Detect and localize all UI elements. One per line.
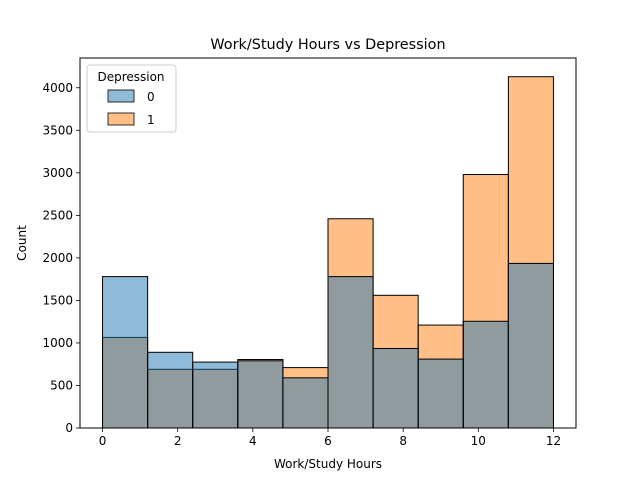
y-tick-label: 0 [65, 421, 73, 435]
x-tick-label: 2 [174, 434, 182, 448]
bar-series-0-bin-1 [147, 351, 194, 429]
legend-swatch-0 [107, 89, 135, 103]
bar-series-0-bin-4 [282, 377, 329, 429]
bar-series-0-bin-9 [507, 262, 554, 429]
bar-series-0-bin-5 [327, 276, 374, 429]
y-tick-label: 3500 [42, 123, 73, 137]
y-tick-label: 500 [50, 378, 73, 392]
x-tick-label: 0 [99, 434, 107, 448]
y-tick-label: 1000 [42, 336, 73, 350]
y-tick-label: 2500 [42, 208, 73, 222]
y-axis-label: Count [15, 225, 29, 261]
x-tick-label: 6 [324, 434, 332, 448]
y-tick-label: 4000 [42, 81, 73, 95]
bar-series-0-bin-8 [462, 320, 509, 429]
y-axis-ticks: 0 500 1000 1500 2000 2500 3000 3500 4000 [42, 81, 80, 435]
bar-series-0-bin-6 [372, 347, 419, 429]
bar-series-0-bin-2 [192, 361, 239, 429]
y-tick-label: 2000 [42, 251, 73, 265]
legend-label-1: 1 [147, 113, 155, 127]
x-tick-label: 8 [399, 434, 407, 448]
chart-title: Work/Study Hours vs Depression [210, 37, 445, 53]
y-tick-label: 1500 [42, 293, 73, 307]
legend-title: Depression [97, 70, 164, 84]
bar-series-0-bin-7 [417, 358, 464, 429]
x-axis-label: Work/Study Hours [274, 457, 382, 471]
legend-label-0: 0 [147, 90, 155, 104]
bar-series-0-bin-3 [237, 360, 284, 429]
x-tick-label: 4 [249, 434, 257, 448]
y-tick-label: 3000 [42, 166, 73, 180]
x-axis-ticks: 0 2 4 6 8 10 12 [99, 428, 561, 448]
legend: Depression 0 1 [86, 64, 177, 133]
bar-series-0-bin-0 [102, 276, 149, 429]
legend-swatch-1 [107, 112, 135, 126]
x-tick-label: 10 [471, 434, 486, 448]
x-tick-label: 12 [546, 434, 561, 448]
series-0-bars [102, 262, 554, 429]
plot-area-frame [79, 57, 577, 429]
